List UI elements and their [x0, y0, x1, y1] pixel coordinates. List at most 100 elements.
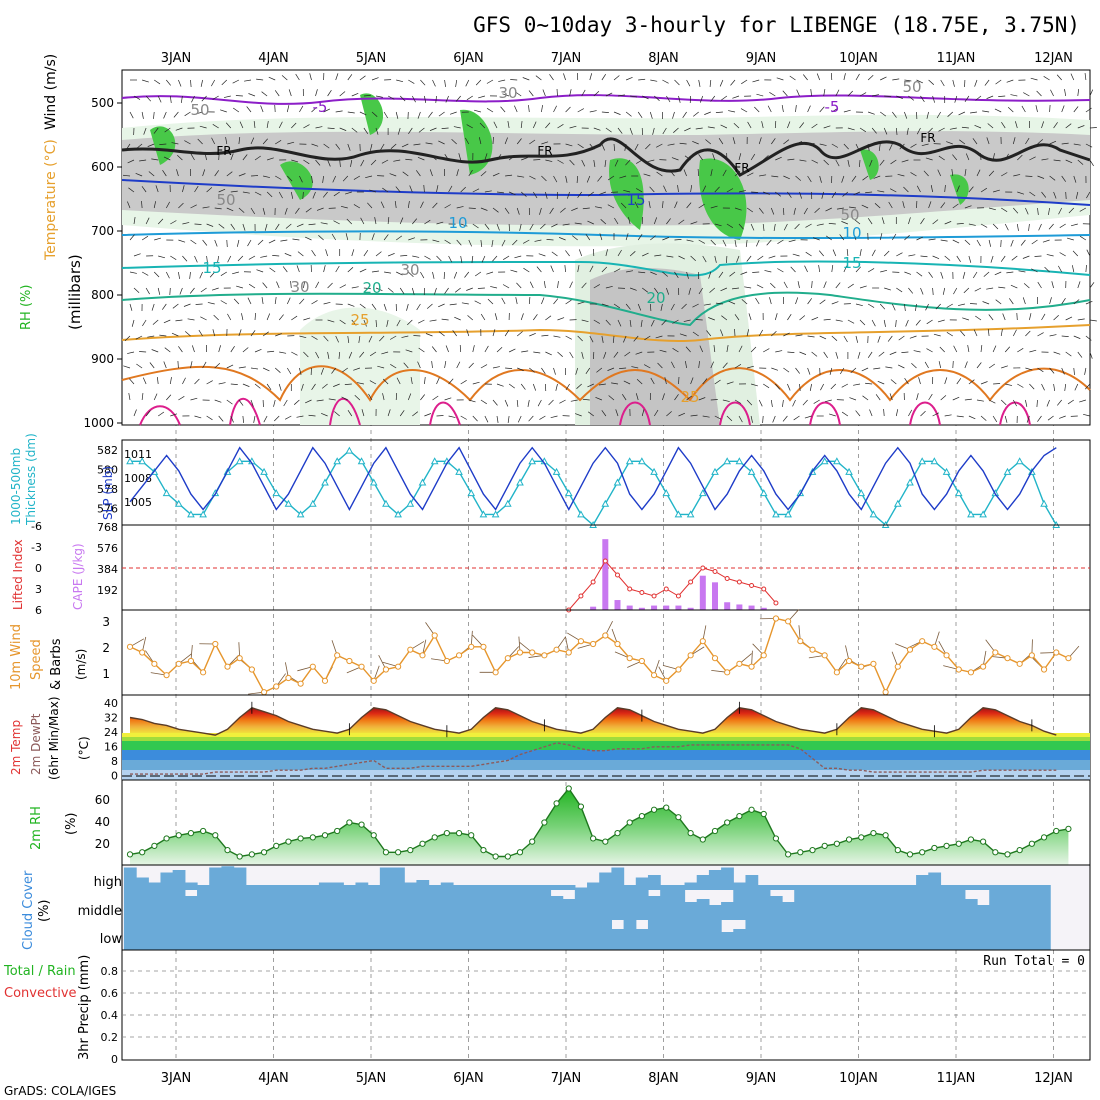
wind-barb [896, 287, 903, 293]
cloud-cell [599, 890, 613, 920]
wind-barb [1053, 314, 1059, 321]
wind-barb [859, 285, 867, 289]
wind-barb [763, 348, 770, 353]
wind-barb [432, 395, 439, 401]
wind-barb [698, 154, 703, 161]
wind-speed-line-point [382, 666, 390, 673]
wind-barb [741, 79, 748, 85]
wind-barb [514, 105, 518, 113]
temp-tick-label: 32 [104, 712, 118, 725]
wind-barb [218, 382, 226, 385]
wind-barb [624, 351, 631, 357]
wind-barb [962, 271, 966, 279]
cloud-cell [928, 872, 942, 890]
wind-barb [529, 175, 536, 180]
wind-barb [341, 367, 349, 373]
wind-barb [644, 364, 651, 369]
wind-barb [890, 159, 897, 165]
wind-barb [1037, 332, 1044, 337]
thickness-line-point [650, 467, 658, 475]
wind-barb [420, 79, 426, 86]
wind-barb [308, 414, 316, 417]
wind-barb [761, 121, 764, 129]
cape-bar [590, 606, 597, 610]
rh-line-point [748, 806, 755, 813]
wind-barb [666, 95, 671, 103]
rh-line-point [334, 827, 341, 835]
cloud-cell [611, 867, 625, 890]
wind-barb [1072, 265, 1075, 273]
wind-barb [418, 347, 425, 353]
cloud-cell [526, 885, 539, 890]
wind-barb [529, 139, 536, 145]
wind-barb [842, 191, 849, 197]
cloud-cell [660, 885, 673, 890]
wind-barb [1053, 159, 1061, 162]
wind-speed-line-point [967, 669, 975, 676]
wind-barb [504, 399, 509, 407]
wind-barb [593, 284, 600, 289]
wind-barb [823, 318, 831, 321]
wind-barb [634, 201, 639, 209]
wind-barb [1089, 282, 1095, 289]
wind-barb [512, 239, 518, 246]
precip-side-label-1: Total / Rain [3, 964, 76, 979]
wind-barb [758, 399, 763, 407]
thickness-line-point [272, 489, 281, 497]
wind-barb [762, 415, 764, 424]
wind-barb [804, 415, 812, 419]
wind-barb [738, 190, 746, 193]
wind-barb [859, 159, 861, 168]
cloud-cell [964, 899, 978, 920]
rh-line-point [687, 830, 694, 837]
cloud-cell [989, 885, 1003, 890]
wind-barb [508, 383, 515, 389]
wind-barb [563, 73, 566, 81]
wind-barb [861, 204, 869, 209]
pressure-tick-label: 800 [91, 288, 114, 302]
wind-barb [771, 330, 777, 337]
thickness-line-point [199, 510, 207, 518]
rh-line-point [455, 830, 463, 837]
wind-barb [674, 271, 679, 279]
wind-barb [697, 168, 700, 177]
cloud-cell [684, 920, 698, 950]
rh-line-point [590, 835, 597, 842]
wind-speed-line-point [126, 643, 134, 650]
rh-line-point [870, 830, 877, 837]
wind-barb [523, 239, 530, 244]
wind-barb [607, 367, 615, 371]
wind-barb [642, 252, 649, 257]
wind-barb [569, 281, 573, 289]
wind-barb [649, 303, 652, 312]
wind-speed-line-point [724, 669, 731, 676]
wind-barb [916, 236, 923, 241]
wind-barb [232, 79, 240, 84]
wind-barb [795, 105, 797, 113]
wind-barb [354, 394, 361, 401]
wind-barb [412, 218, 418, 225]
wind-barb [698, 79, 701, 87]
wind-barb [454, 287, 461, 293]
cloud-cell [635, 890, 649, 920]
wind-barb [1073, 175, 1077, 183]
wind-barb [835, 319, 843, 322]
wind-barb [311, 300, 318, 305]
wind-barb [380, 143, 385, 151]
wind-barb [867, 303, 875, 308]
wind-barb [267, 350, 275, 353]
contour-label: 30 [400, 261, 419, 279]
rh-line-point [139, 849, 146, 856]
wind-barb [291, 351, 298, 356]
cloud-cell [233, 890, 247, 920]
wind-barb [449, 111, 457, 115]
wind-barb [472, 381, 480, 385]
wind-barb [605, 319, 611, 326]
wind-barb [928, 238, 936, 241]
wind-barb [383, 111, 389, 119]
thickness-line-point [893, 499, 902, 507]
wind-barb [221, 79, 228, 86]
wind-barb [139, 159, 147, 162]
wind-barb [980, 152, 982, 161]
wind-barb [381, 159, 389, 164]
